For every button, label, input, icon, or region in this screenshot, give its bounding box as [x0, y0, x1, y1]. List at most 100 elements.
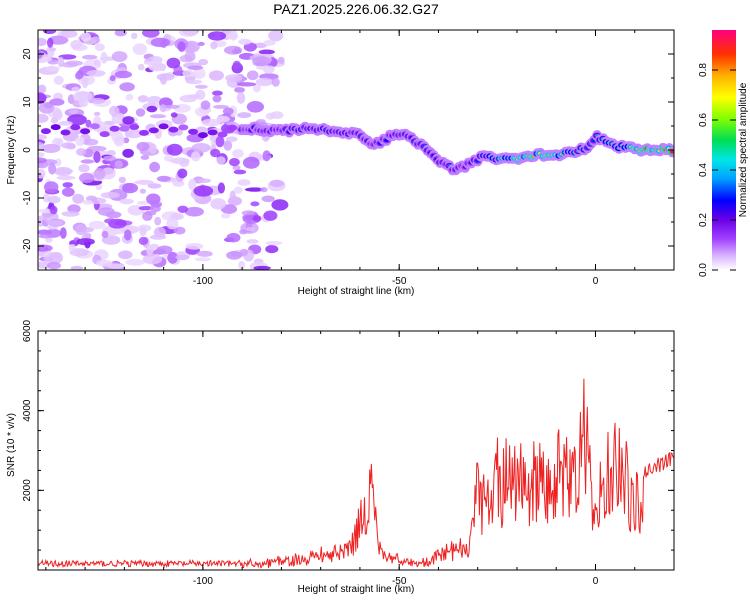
noise-blob	[210, 41, 218, 50]
noise-blob	[46, 261, 62, 270]
noise-blob	[113, 135, 125, 147]
noise-blob	[97, 207, 115, 216]
noise-blob	[149, 114, 167, 119]
y-tick-label: 20	[22, 48, 33, 60]
noise-blob	[47, 220, 63, 226]
noise-blob	[237, 179, 251, 186]
noise-blob	[38, 141, 45, 151]
noise-blob	[125, 258, 145, 266]
noise-blob	[131, 32, 138, 40]
noise-blob	[38, 169, 46, 179]
noise-blob	[44, 66, 60, 72]
noise-band-blob	[129, 124, 140, 130]
noise-blob	[184, 51, 196, 62]
noise-blob	[234, 87, 245, 93]
noise-blob	[47, 37, 54, 48]
noise-blob	[48, 47, 57, 52]
ridge-core	[669, 150, 674, 154]
x-tick-label: 0	[593, 276, 599, 287]
noise-blob	[68, 109, 79, 115]
noise-blob	[188, 178, 197, 191]
noise-blob	[245, 187, 264, 192]
noise-blob	[142, 254, 163, 265]
noise-blob	[229, 190, 236, 203]
x-tick-label: 0	[593, 576, 599, 587]
colorbar-tick-label: 0.6	[698, 113, 709, 127]
colorbar-tick-label: 0.8	[698, 63, 709, 77]
noise-blob	[262, 150, 271, 162]
noise-blob	[229, 30, 238, 41]
noise-blob	[232, 149, 244, 158]
noise-blob	[146, 105, 158, 113]
noise-blob	[73, 91, 93, 102]
noise-blob	[151, 62, 167, 71]
noise-blob	[124, 128, 143, 139]
noise-band-blob	[60, 129, 71, 136]
noise-blob	[184, 206, 204, 217]
noise-blob	[80, 159, 95, 164]
noise-blob	[48, 35, 69, 45]
noise-blob	[195, 89, 206, 100]
noise-blob	[220, 213, 231, 219]
noise-blob	[217, 182, 225, 194]
noise-blob	[134, 179, 154, 185]
spectrogram-x-axis-label: Height of straight line (km)	[298, 286, 415, 297]
noise-blob	[212, 104, 229, 109]
noise-blob	[179, 158, 190, 168]
noise-blob	[61, 187, 75, 197]
noise-band-blob	[188, 128, 199, 135]
noise-blob	[265, 241, 283, 246]
noise-blob	[224, 45, 243, 55]
noise-blob	[147, 183, 162, 189]
noise-band-blob	[40, 128, 51, 135]
noise-blob	[225, 121, 237, 126]
noise-blob	[212, 95, 222, 103]
noise-blob	[38, 56, 53, 62]
noise-blob	[52, 109, 63, 121]
noise-blob	[93, 111, 101, 116]
noise-blob	[149, 234, 167, 240]
noise-blob	[226, 232, 241, 243]
noise-blob	[175, 254, 190, 260]
noise-blob	[114, 70, 132, 79]
noise-band-blob	[158, 123, 169, 130]
noise-blob	[47, 195, 61, 204]
noise-band-blob	[70, 124, 81, 131]
noise-blob	[38, 102, 55, 114]
noise-blob	[38, 152, 45, 158]
noise-blob	[232, 165, 241, 171]
noise-blob	[170, 213, 184, 221]
noise-blob	[68, 244, 77, 252]
noise-blob	[58, 120, 73, 126]
noise-blob	[43, 181, 59, 193]
noise-blob	[239, 229, 248, 235]
noise-blob	[238, 38, 252, 45]
noise-blob	[38, 234, 53, 239]
noise-band-blob	[148, 127, 159, 134]
noise-blob	[226, 136, 238, 142]
noise-blob	[253, 265, 271, 270]
noise-blob	[142, 211, 153, 222]
noise-blob	[61, 211, 80, 217]
noise-blob	[270, 111, 284, 119]
noise-blob	[146, 244, 154, 256]
noise-blob	[263, 210, 278, 221]
noise-blob	[55, 158, 62, 167]
y-tick-label: -20	[22, 238, 33, 253]
noise-blob	[62, 182, 73, 188]
x-tick-label: -100	[193, 576, 213, 587]
noise-blob	[109, 75, 116, 82]
noise-blob	[163, 155, 174, 162]
snr-line	[38, 378, 674, 569]
noise-blob	[234, 186, 243, 194]
noise-blob	[111, 51, 128, 62]
colorbar: 0.0 0.2 0.4 0.6 0.8 Normalized spectral ampl…	[698, 30, 749, 277]
noise-blob	[201, 118, 221, 127]
noise-blob	[261, 195, 275, 203]
noise-blob	[38, 84, 47, 94]
noise-blob	[265, 245, 279, 254]
x-tick-label: -50	[392, 276, 407, 287]
noise-blob	[185, 243, 204, 250]
